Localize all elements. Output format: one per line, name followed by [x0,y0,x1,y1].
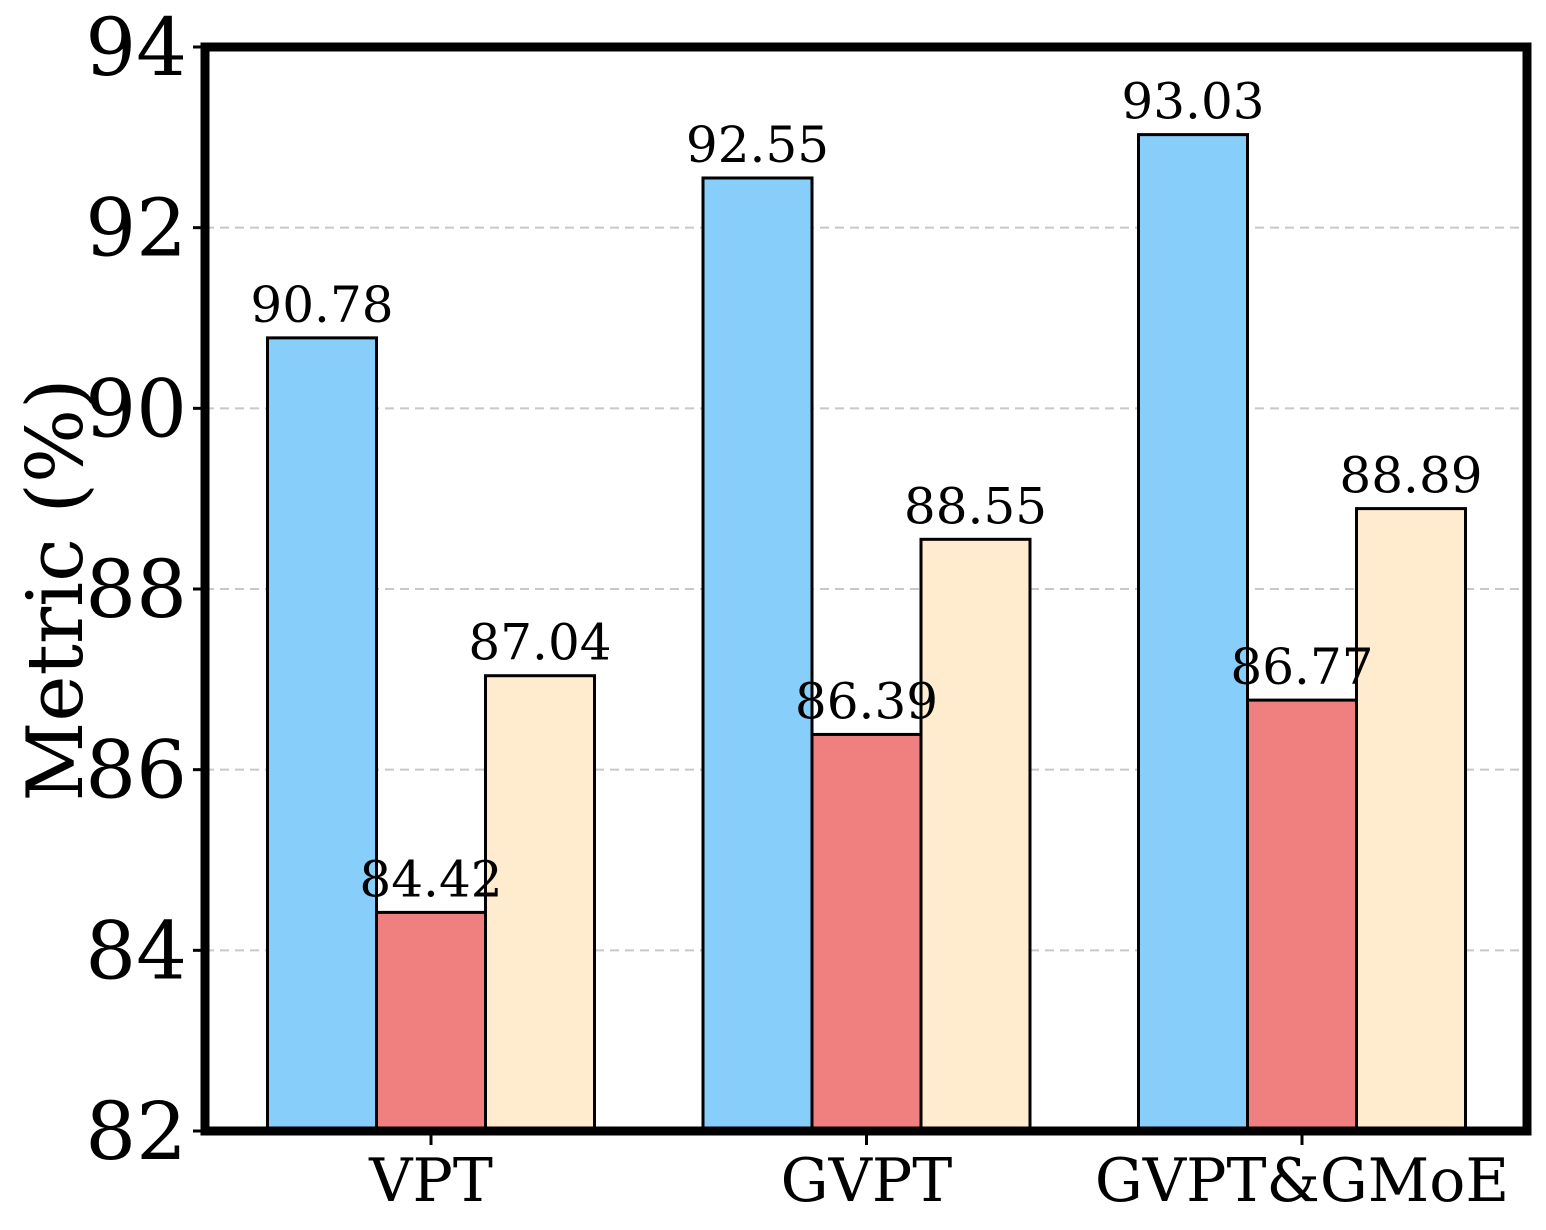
bar [810,732,923,1133]
bar-value-label: 88.89 [1339,447,1482,505]
bar [1355,507,1467,1133]
axes: 82 84 86 88 90 92 94 VPT GVPT GVPT&GMoE [85,1,1532,1216]
bar [701,176,814,1133]
bar [919,537,1032,1133]
y-tick-label: 88 [85,543,187,636]
bar-value-label: 84.42 [359,850,502,908]
bar-value-label: 92.55 [686,116,829,174]
bar-value-label: 90.78 [250,276,393,334]
y-axis-label: Metric (%) [11,378,101,801]
bar-value-label: 86.77 [1230,638,1373,696]
y-tick-label: 90 [85,362,187,455]
y-tick-label: 86 [85,724,187,817]
value-labels: 90.78 92.55 93.03 84.42 86.39 86.77 87.04 88.55… [250,73,1482,909]
y-tick-label: 82 [85,1085,187,1178]
bar [266,336,378,1133]
y-tick-label: 94 [85,1,187,94]
bar [1246,698,1358,1133]
x-tick-label: GVPT&GMoE [1095,1146,1509,1216]
bar-value-label: 86.39 [795,672,938,730]
bars [266,133,1467,1133]
bar-value-label: 93.03 [1121,73,1264,131]
bar-value-label: 88.55 [904,477,1047,535]
bar [375,910,487,1133]
y-tick-label: 92 [85,182,187,275]
x-tick-label: VPT [368,1146,493,1216]
x-tick-label: GVPT [781,1146,953,1216]
plot-frame [200,42,1532,1136]
bar [1137,133,1249,1133]
bar-value-label: 87.04 [468,614,611,672]
bar [484,674,596,1133]
y-tick-label: 84 [85,904,187,997]
